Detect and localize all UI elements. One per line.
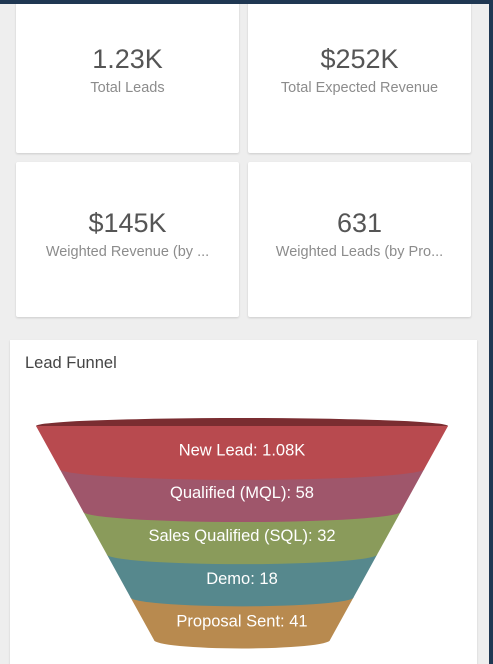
funnel-stage-new-lead[interactable] xyxy=(36,426,448,480)
kpi-card-weighted-revenue[interactable]: $145K Weighted Revenue (by ... xyxy=(16,162,239,317)
funnel-stage-qualified-mql[interactable] xyxy=(59,468,425,523)
kpi-value: 1.23K xyxy=(92,44,163,74)
funnel-stage-label: Sales Qualified (SQL): 32 xyxy=(148,527,335,545)
funnel-stage-label: Proposal Sent: 41 xyxy=(176,613,307,631)
funnel-stage-label: Demo: 18 xyxy=(206,570,278,588)
funnel-stage-proposal-sent[interactable] xyxy=(130,597,354,649)
kpi-label: Weighted Revenue (by ... xyxy=(45,244,210,260)
funnel-stage-label: New Lead: 1.08K xyxy=(179,441,306,459)
kpi-label: Weighted Leads (by Pro... xyxy=(275,244,444,260)
kpi-card-weighted-leads[interactable]: 631 Weighted Leads (by Pro... xyxy=(248,162,471,317)
dashboard-screen: 1.23K Total Leads $252K Total Expected R… xyxy=(0,4,489,664)
funnel-stage-label: Qualified (MQL): 58 xyxy=(170,484,314,502)
kpi-value: $145K xyxy=(88,208,167,238)
kpi-value: $252K xyxy=(320,44,399,74)
kpi-label: Total Leads xyxy=(90,80,165,96)
funnel-chart: New Lead: 1.08K Qualified (MQL): 58 Sales … xyxy=(36,418,448,649)
kpi-label: Total Expected Revenue xyxy=(280,80,439,96)
funnel-stage-sales-qualified-sql[interactable] xyxy=(83,511,401,565)
kpi-value: 631 xyxy=(336,208,383,238)
lead-funnel-card: Lead Funnel New Lead: 1.08K Qualified (MQ… xyxy=(10,340,477,664)
kpi-card-total-expected-revenue[interactable]: $252K Total Expected Revenue xyxy=(248,4,471,153)
funnel-title: Lead Funnel xyxy=(25,354,117,372)
window-edge xyxy=(489,0,493,664)
kpi-card-total-leads[interactable]: 1.23K Total Leads xyxy=(16,4,239,153)
funnel-stage-demo[interactable] xyxy=(106,554,378,607)
